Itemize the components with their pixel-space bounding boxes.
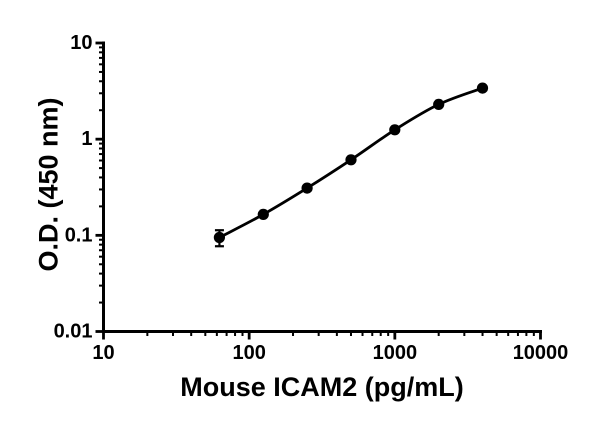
axis-spines: [102, 41, 542, 333]
y-axis-title: O.D. (450 nm): [33, 97, 64, 272]
data-point: [213, 231, 225, 244]
x-tick-label: 100: [232, 342, 265, 364]
data-point: [301, 182, 313, 194]
y-tick-label: 1: [81, 128, 92, 150]
y-tick-label: 10: [70, 32, 92, 54]
x-tick-label: 10: [92, 342, 114, 364]
data-point: [389, 124, 401, 136]
data-point: [345, 154, 357, 166]
x-tick-label: 10000: [513, 342, 569, 364]
data-point: [433, 98, 445, 110]
y-tick-label: 0.01: [54, 321, 93, 343]
data-point: [476, 82, 489, 94]
data-point: [257, 208, 269, 220]
y-tick-label: 0.1: [65, 224, 93, 246]
x-tick-label: 1000: [373, 342, 418, 364]
x-axis-title: Mouse ICAM2 (pg/mL): [180, 372, 464, 402]
